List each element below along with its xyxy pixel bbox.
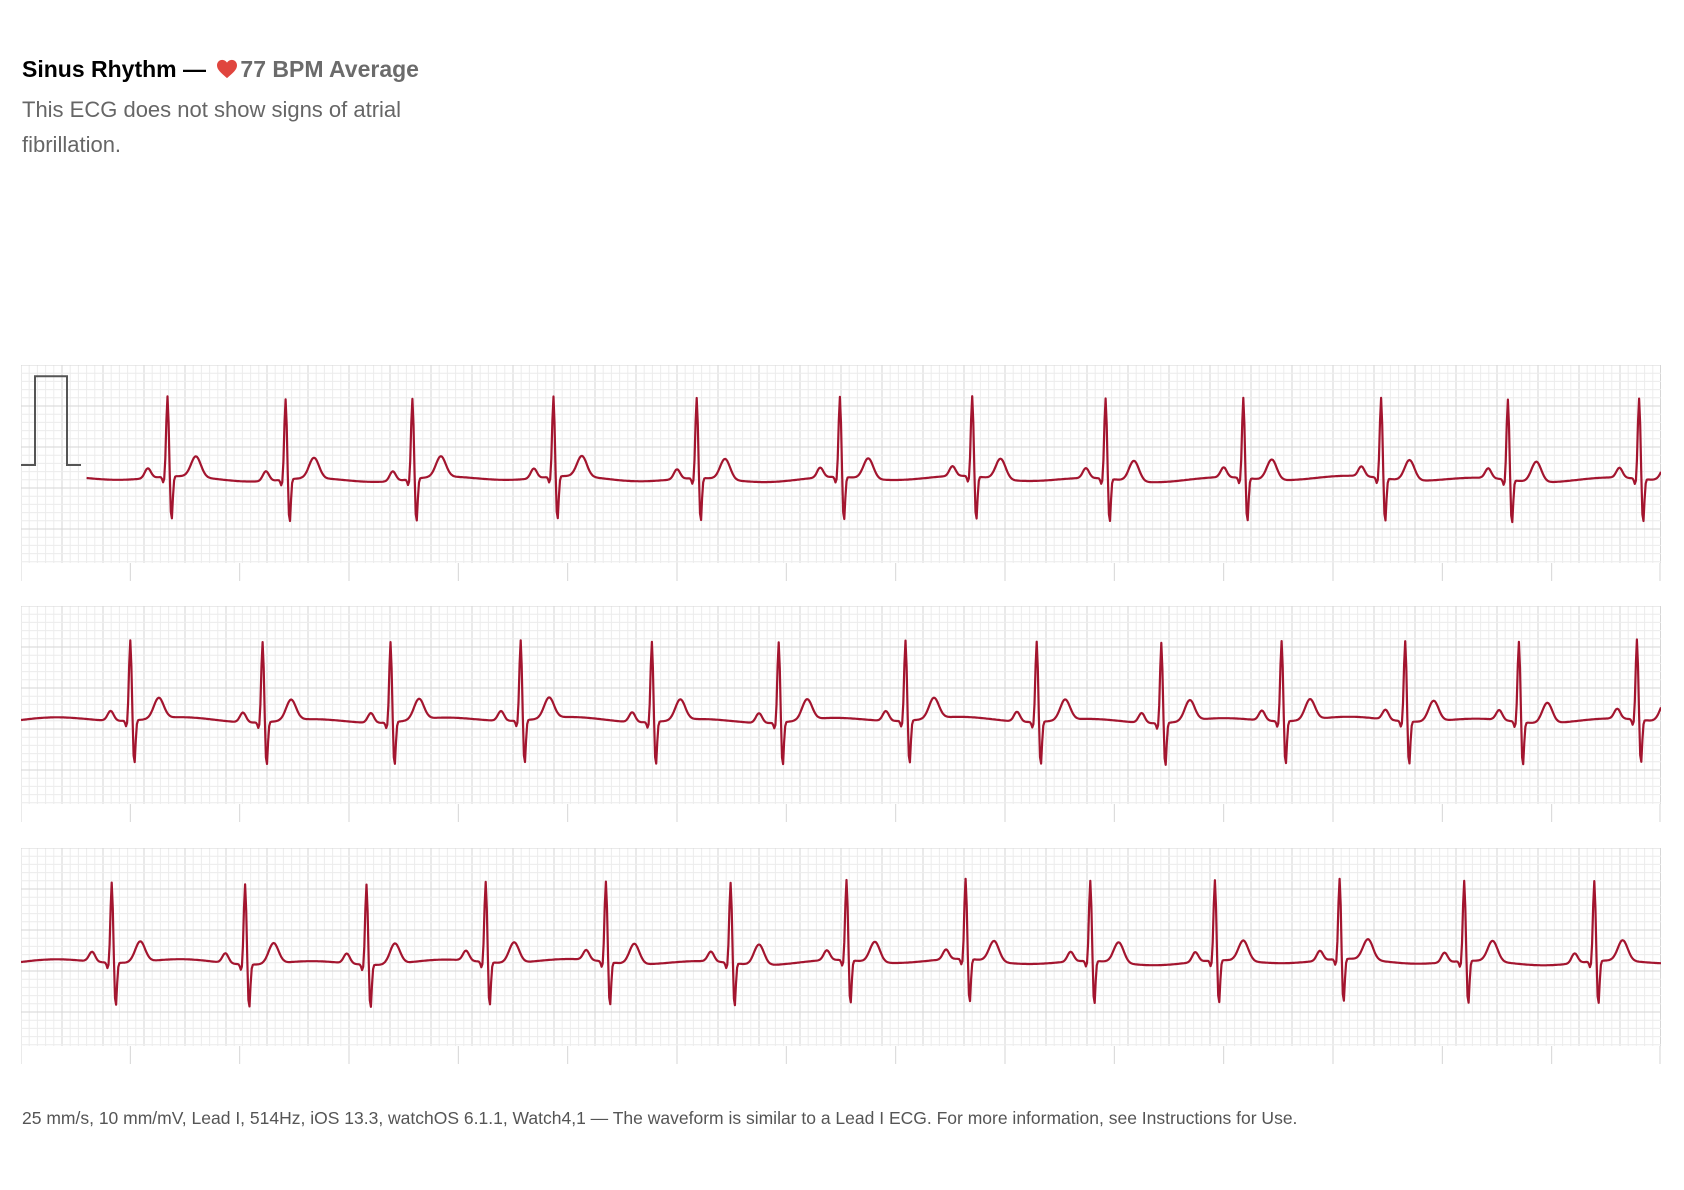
rhythm-label: Sinus Rhythm bbox=[22, 56, 177, 82]
ecg-strip-2-svg bbox=[21, 606, 1661, 822]
ecg-header: Sinus Rhythm — 77 BPM Average This ECG d… bbox=[22, 52, 542, 162]
ecg-strip-3 bbox=[21, 848, 1661, 1066]
bpm-average: 77 BPM Average bbox=[240, 56, 419, 82]
title-separator: — bbox=[176, 56, 213, 82]
ecg-footer-info: 25 mm/s, 10 mm/mV, Lead I, 514Hz, iOS 13… bbox=[22, 1108, 1298, 1128]
ecg-trace bbox=[21, 877, 1661, 1008]
calibration-pulse bbox=[21, 375, 81, 466]
heart-icon bbox=[217, 59, 238, 79]
ecg-trace bbox=[86, 395, 1661, 524]
ecg-trace bbox=[21, 638, 1661, 766]
title-line: Sinus Rhythm — 77 BPM Average bbox=[22, 52, 542, 86]
ecg-grid bbox=[21, 606, 1661, 822]
ecg-strip-1-svg bbox=[21, 365, 1661, 581]
ecg-summary: This ECG does not show signs of atrial f… bbox=[22, 97, 402, 157]
ecg-strip-2 bbox=[21, 606, 1661, 824]
ecg-strip-1 bbox=[21, 365, 1661, 583]
ecg-strip-3-svg bbox=[21, 848, 1661, 1064]
